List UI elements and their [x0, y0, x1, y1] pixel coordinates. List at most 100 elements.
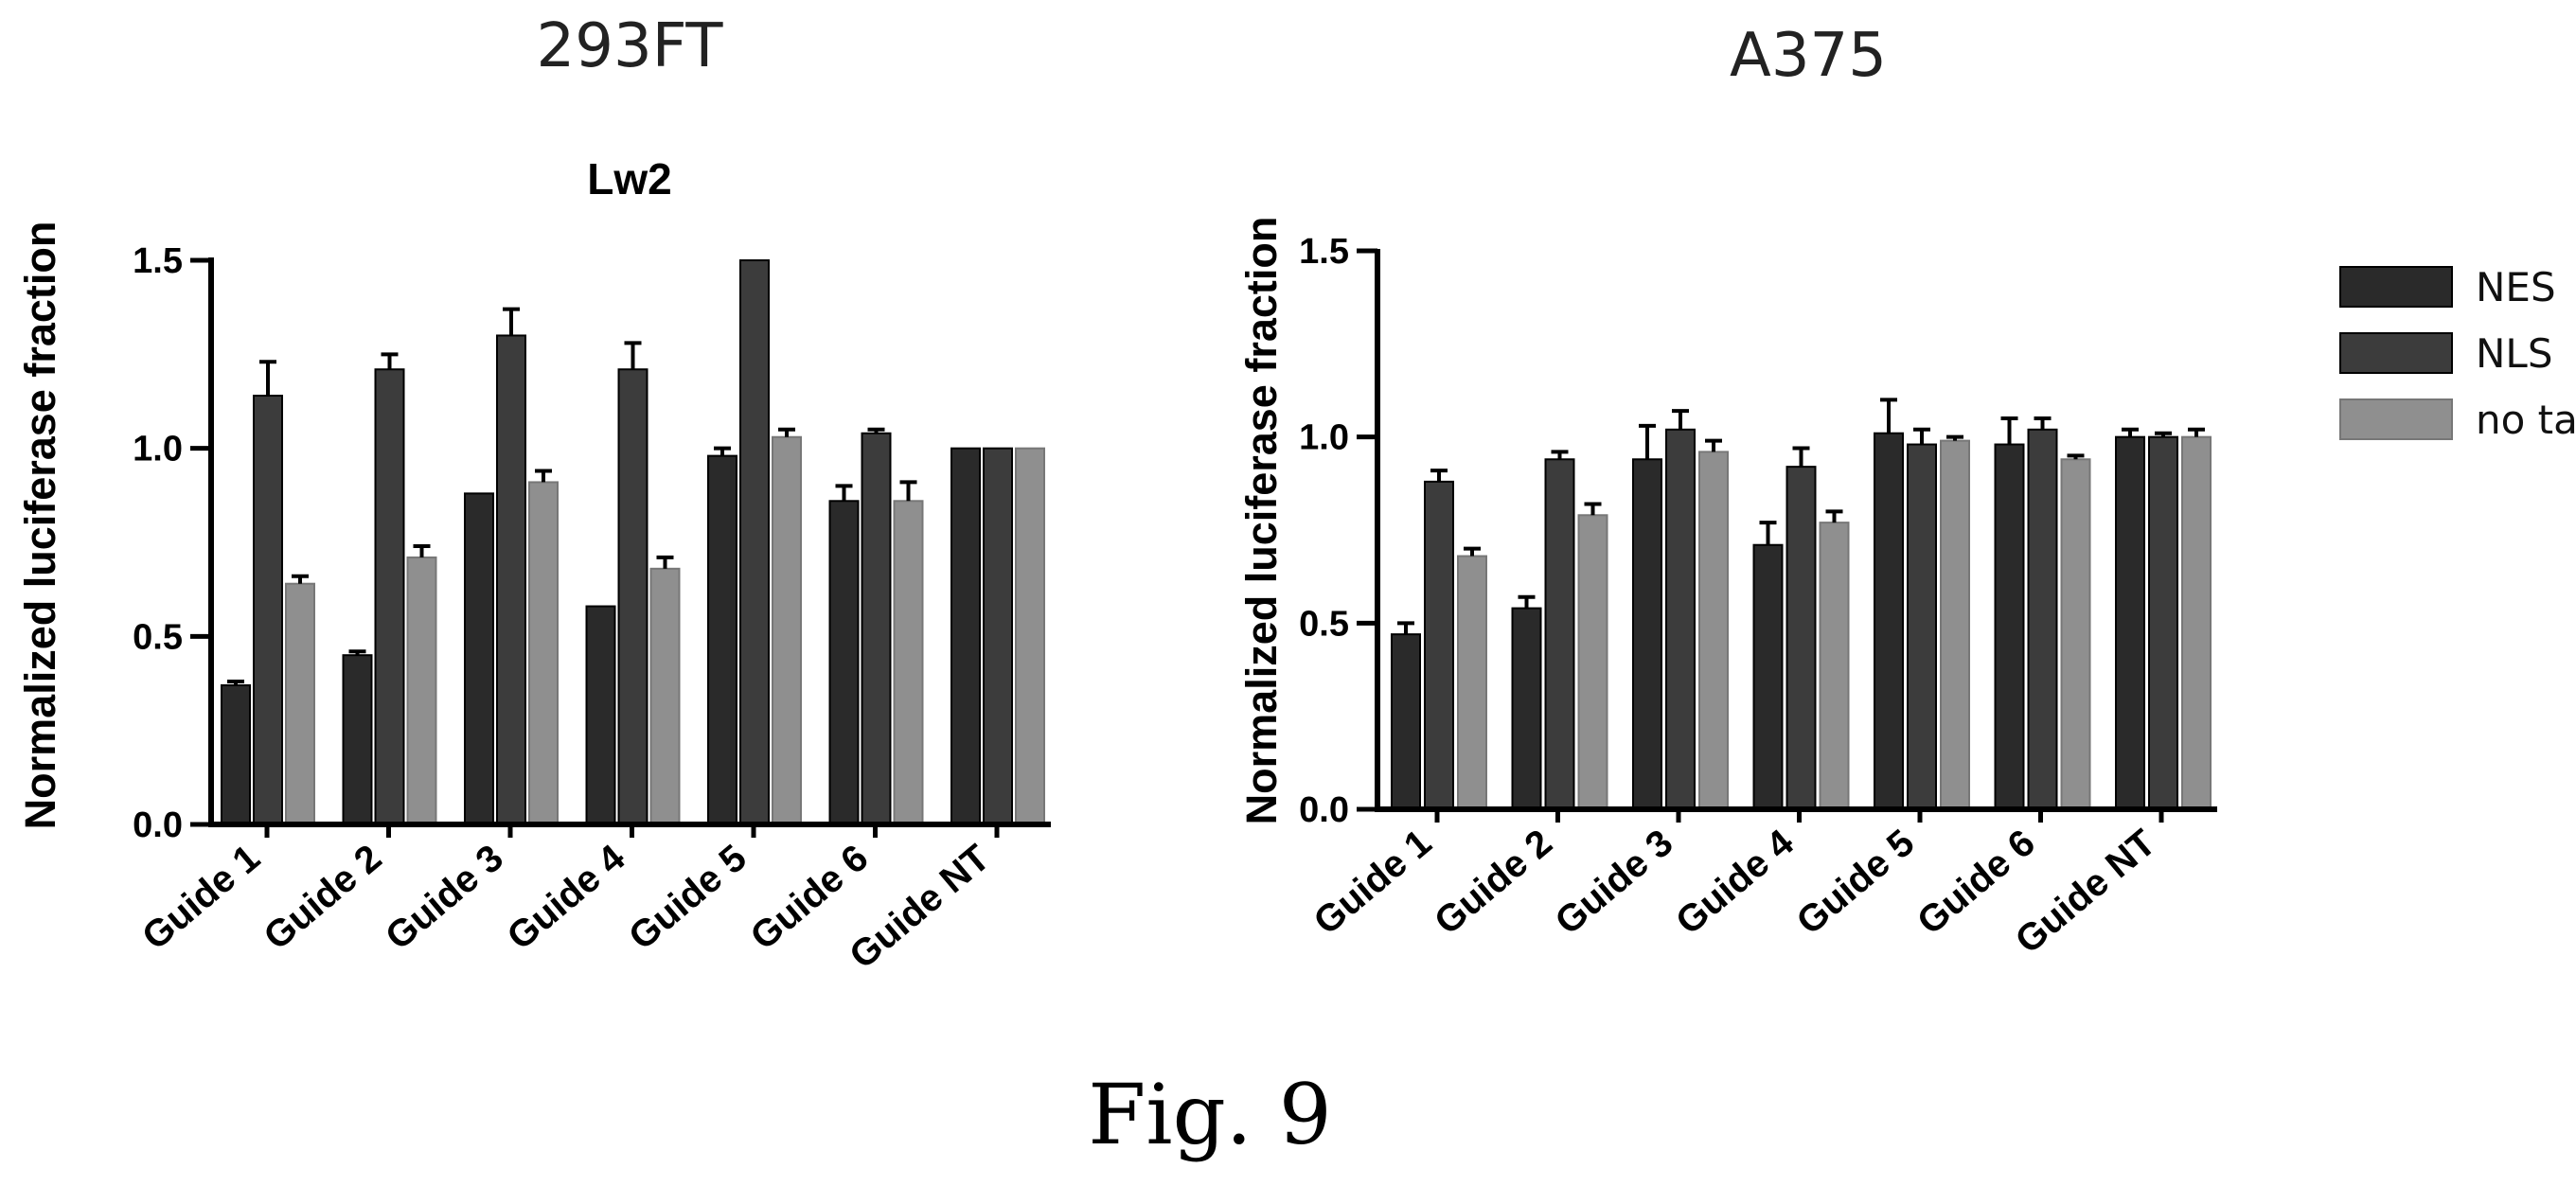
bar-no-tag [1577, 514, 1608, 810]
error-bar [1430, 469, 1448, 482]
y-axis-ticks: 0.0 0.5 1.0 1.5 [133, 241, 211, 845]
chart-subtitle: Lw2 [587, 154, 671, 204]
bar-nes [221, 683, 251, 826]
y-tick-label: 0.5 [133, 617, 183, 657]
bar-nls [1665, 428, 1696, 810]
y-axis-ticks: 0.0 0.5 1.0 1.5 [1299, 232, 1377, 830]
bar-nes [1752, 543, 1784, 810]
error-bar [1759, 521, 1777, 545]
bar-nls [374, 368, 405, 825]
bar-series-group [221, 259, 1045, 826]
chart-a375: A375 Normalized luciferase fraction 0.00… [1237, 21, 2217, 962]
bar-no-tag [1457, 555, 1487, 810]
legend-label-no-tag: no tag [2476, 397, 2576, 443]
bar-nes [342, 654, 373, 826]
bar-no-tag [893, 500, 924, 825]
bar-nes [585, 605, 616, 826]
bar-no-tag [1819, 522, 1850, 811]
bar-nls [496, 334, 526, 825]
bar-nls [2027, 428, 2058, 810]
error-bar [2067, 453, 2085, 460]
chart-title: 293FT [537, 11, 724, 81]
error-bar [1880, 398, 1897, 434]
error-bar [503, 307, 520, 336]
legend: NES NLS no tag [2339, 264, 2576, 443]
bar-nls [617, 368, 648, 825]
bar-nls [253, 395, 283, 825]
bar-no-tag [2060, 458, 2091, 810]
bar-nls [983, 447, 1013, 825]
y-axis-label: Normalized luciferase fraction [1237, 217, 1286, 825]
legend-swatch-nes [2339, 266, 2453, 308]
y-tick-label: 0.5 [1299, 604, 1349, 644]
bar-nls [1424, 480, 1454, 810]
error-bar [1639, 423, 1656, 460]
bar-no-tag [649, 567, 681, 826]
x-category-label: Guide 3 [378, 837, 511, 958]
error-bar [2155, 431, 2172, 437]
bar-no-tag [1698, 451, 1729, 810]
x-category-label: Guide 1 [134, 837, 268, 958]
error-bar [835, 484, 853, 502]
error-bar [1551, 450, 1569, 460]
bar-no-tag [406, 556, 437, 825]
error-bar [656, 555, 674, 569]
bar-nls [1907, 443, 1937, 810]
x-category-label: Guide 2 [257, 837, 390, 958]
bar-nes [2115, 435, 2145, 810]
bar-nes [464, 492, 494, 825]
bar-nls [1785, 466, 1817, 810]
y-tick-label: 0.0 [1299, 790, 1349, 830]
bar-nls [861, 432, 892, 825]
error-bar [624, 341, 642, 370]
bar-nes [1511, 607, 1542, 810]
error-bar [2000, 416, 2018, 445]
error-bar [1518, 594, 1536, 609]
error-bar [1705, 438, 1722, 452]
error-bar [1672, 409, 1689, 430]
bar-no-tag [2181, 435, 2212, 810]
error-bar [867, 427, 885, 434]
y-tick-label: 1.5 [1299, 232, 1349, 272]
x-category-label: Guide 5 [1789, 822, 1923, 943]
legend-swatch-no-tag [2339, 398, 2453, 440]
error-bar [535, 469, 552, 483]
bar-no-tag [528, 481, 559, 825]
bar-nes [950, 447, 981, 825]
bar-series-group [1391, 398, 2212, 811]
error-bar [1792, 446, 1810, 468]
bar-no-tag [1940, 439, 1970, 810]
error-bar [413, 543, 431, 558]
error-bar [292, 574, 309, 584]
x-category-label: Guide 3 [1548, 822, 1681, 943]
bar-nls [1544, 458, 1575, 810]
y-tick-label: 1.0 [1299, 418, 1349, 458]
error-bar [348, 649, 366, 656]
y-tick-label: 1.5 [133, 241, 183, 281]
legend-label-nls: NLS [2476, 330, 2552, 377]
error-bar [1913, 427, 1930, 445]
bar-nls [2148, 435, 2178, 810]
legend-label-nes: NES [2476, 264, 2556, 310]
bar-no-tag [1015, 447, 1045, 825]
error-bar [2034, 416, 2052, 430]
x-category-label: Guide 4 [1668, 822, 1802, 943]
y-tick-label: 0.0 [133, 805, 183, 845]
error-bar [1584, 502, 1602, 516]
x-category-label: Guide 5 [621, 837, 755, 958]
bar-nes [1391, 633, 1421, 811]
bar-no-tag [772, 435, 802, 825]
chart-title: A375 [1730, 21, 1887, 91]
bar-nls [739, 259, 770, 825]
bar-nes [828, 500, 860, 825]
error-bar [1825, 509, 1843, 523]
error-bar [714, 446, 731, 456]
error-bar [381, 352, 399, 370]
x-category-label: Guide 2 [1427, 822, 1560, 943]
error-bar [899, 480, 917, 502]
error-bar [2188, 427, 2205, 437]
bar-nes [1994, 443, 2025, 810]
